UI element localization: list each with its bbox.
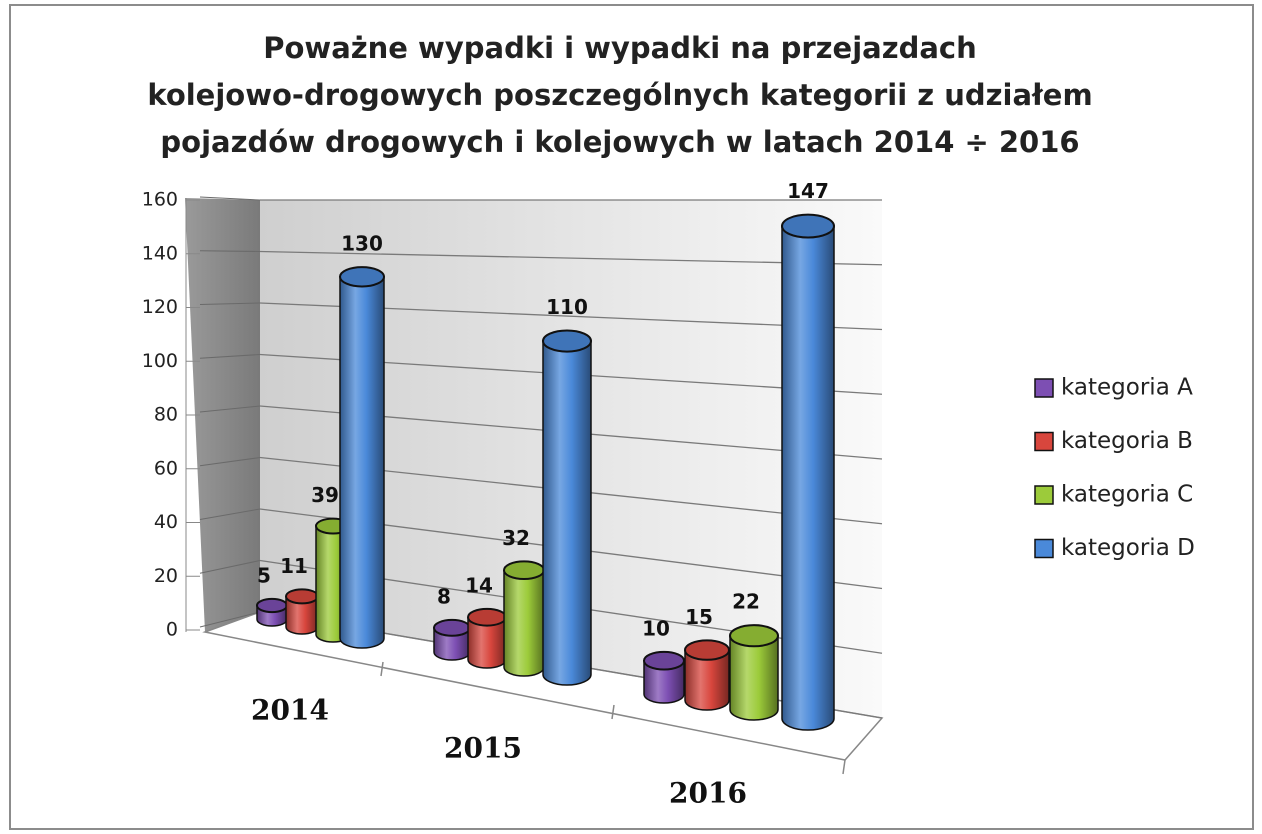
y-tick-label: 60: [154, 457, 178, 479]
data-label: 11: [280, 554, 308, 578]
data-label: 32: [502, 526, 530, 550]
data-label: 39: [311, 483, 339, 507]
grid-line: [199, 611, 261, 628]
grid-line: [199, 250, 261, 252]
data-label: 110: [546, 295, 588, 319]
data-label: 8: [437, 584, 451, 608]
bar-body: [542, 340, 592, 686]
data-label: 147: [787, 179, 829, 203]
bar-top: [339, 266, 385, 288]
legend-swatch: [1034, 485, 1054, 505]
bar-body: [339, 276, 385, 649]
data-label: 22: [732, 590, 760, 614]
grid-line: [259, 250, 883, 266]
data-label: 130: [341, 232, 383, 256]
chart-title: Poważne wypadki i wypadki na przejazdach: [263, 31, 977, 65]
legend-label: kategoria C: [1061, 482, 1193, 508]
bar: [643, 650, 685, 704]
axis-tick: [380, 661, 384, 677]
grid-line: [199, 508, 261, 520]
data-label: 15: [685, 605, 713, 629]
bar-body: [503, 569, 545, 677]
y-tick-label: 80: [154, 404, 178, 426]
bar: [339, 266, 385, 649]
bar: [467, 607, 507, 669]
bar-body: [643, 659, 685, 704]
legend-swatch: [1034, 378, 1054, 398]
bar: [729, 624, 779, 721]
axis-tick: [842, 759, 846, 775]
grid-line: [199, 196, 261, 201]
bar-top: [643, 650, 685, 671]
bar: [542, 329, 592, 686]
bar-top: [285, 588, 319, 605]
y-tick-label: 40: [154, 511, 178, 533]
bar-top: [503, 560, 545, 581]
bar: [684, 639, 730, 711]
bar: [285, 588, 319, 635]
chart-title: pojazdów drogowych i kolejowych w latach…: [160, 125, 1079, 159]
legend-swatch: [1034, 431, 1054, 452]
bar-top: [684, 639, 730, 661]
bar-body: [781, 225, 835, 731]
bar-top: [433, 618, 471, 637]
legend-label: kategoria B: [1061, 428, 1193, 454]
data-label: 5: [257, 563, 271, 587]
bar: [781, 213, 835, 731]
bar-top: [256, 597, 288, 614]
axis-tick: [611, 704, 615, 720]
y-tick-label: 140: [142, 242, 178, 264]
data-label: 14: [465, 573, 493, 597]
x-tick-label: 2015: [444, 732, 522, 765]
x-tick-label: 2014: [251, 694, 329, 727]
legend-label: kategoria D: [1061, 535, 1195, 561]
legend-swatch: [1034, 538, 1054, 559]
grid-line: [199, 354, 261, 359]
data-label: 10: [642, 616, 670, 640]
y-tick-label: 0: [166, 619, 178, 641]
bar: [256, 597, 288, 627]
bar-top: [467, 607, 507, 627]
side-wall: [185, 198, 260, 632]
bar-top: [542, 329, 592, 353]
legend-label: kategoria A: [1061, 375, 1193, 401]
bar-body: [684, 649, 730, 711]
y-tick-label: 120: [142, 296, 178, 318]
x-tick-label: 2016: [669, 777, 747, 810]
grid-line: [199, 405, 261, 413]
bar-top: [729, 624, 779, 648]
bar-top: [781, 213, 835, 239]
y-tick-label: 20: [154, 565, 178, 587]
grid-line: [199, 302, 261, 305]
y-tick-label: 100: [142, 350, 178, 372]
bar: [433, 618, 471, 661]
y-tick-label: 160: [142, 189, 178, 211]
grid-line: [199, 560, 261, 574]
grid-line: [199, 457, 261, 467]
bar: [503, 560, 545, 677]
chart-title: kolejowo-drogowych poszczególnych katego…: [147, 78, 1092, 112]
bar-body: [729, 634, 779, 721]
